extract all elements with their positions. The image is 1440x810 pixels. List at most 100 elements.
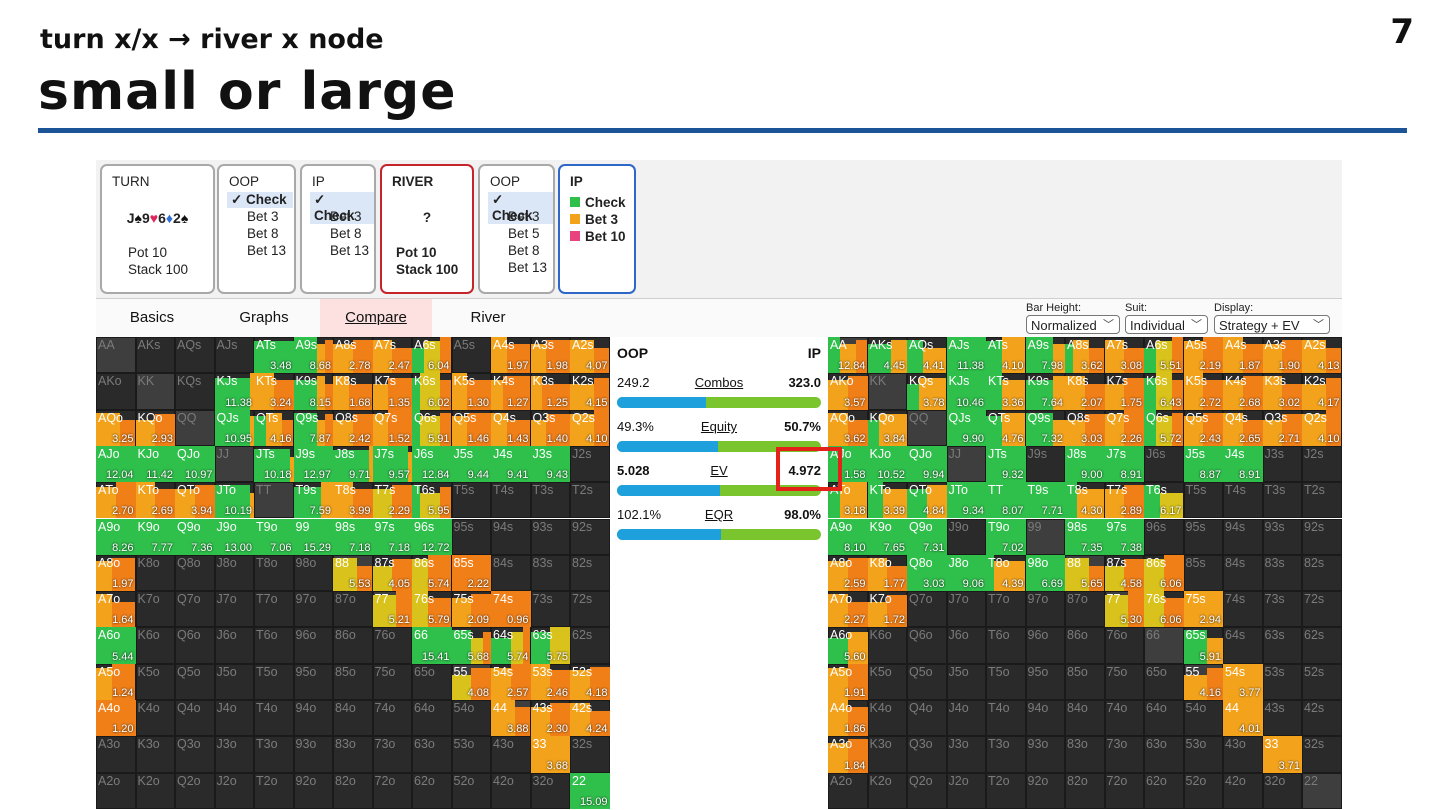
hand-cell[interactable]: K8o 1.77 — [867, 554, 907, 592]
hand-cell[interactable]: 65s 5.91 — [1183, 627, 1223, 664]
hand-cell[interactable]: 94s — [1223, 518, 1263, 555]
hand-cell[interactable]: AQs — [175, 337, 215, 374]
action-option[interactable]: Bet 13 — [247, 243, 287, 258]
hand-cell[interactable]: 32s — [570, 736, 610, 773]
hand-cell[interactable]: KK — [867, 373, 907, 410]
hand-cell[interactable]: T7o — [986, 591, 1026, 628]
hand-cell[interactable]: 76s 5.79 — [412, 591, 452, 628]
hand-cell[interactable]: 92s — [1302, 518, 1342, 555]
hand-cell[interactable]: 44 3.88 — [491, 700, 531, 737]
hand-cell[interactable]: K2o — [135, 772, 175, 809]
hand-cell[interactable]: Q6o — [175, 627, 215, 664]
hand-cell[interactable]: 93s — [1262, 518, 1302, 555]
hand-cell[interactable]: 62s — [1302, 627, 1342, 664]
hand-cell[interactable]: 72o — [1104, 772, 1144, 809]
hand-cell[interactable]: J9o 13.00 — [214, 518, 254, 555]
hand-cell[interactable]: QQ — [175, 409, 215, 446]
hand-cell[interactable]: 53s — [1262, 663, 1302, 700]
hand-cell[interactable]: JTo 9.34 — [946, 482, 986, 519]
hand-cell[interactable]: QJo 10.97 — [175, 445, 215, 483]
hand-cell[interactable]: AJs 11.38 — [946, 337, 986, 374]
legend-item[interactable]: Bet 3 — [570, 211, 618, 228]
hand-cell[interactable]: 42s 4.24 — [570, 700, 610, 737]
hand-cell[interactable]: J5o — [946, 663, 986, 700]
hand-cell[interactable]: KQs — [175, 373, 215, 410]
hand-cell[interactable]: Q7o — [175, 591, 215, 628]
hand-cell[interactable]: KTs 3.24 — [254, 373, 294, 410]
hand-cell[interactable]: Q7s 2.26 — [1104, 409, 1144, 446]
hand-cell[interactable]: K3o — [867, 736, 907, 773]
hand-cell[interactable]: J2s — [570, 445, 610, 483]
hand-cell[interactable]: 65s 5.68 — [451, 627, 491, 664]
hand-cell[interactable]: 95o — [1025, 663, 1065, 700]
hand-cell[interactable]: 73o — [1104, 736, 1144, 773]
hand-cell[interactable]: 93o — [1025, 736, 1065, 773]
hand-cell[interactable]: 85s — [1183, 554, 1223, 592]
hand-cell[interactable]: 52o — [451, 772, 491, 809]
hand-cell[interactable]: 83o — [333, 736, 373, 773]
hand-cell[interactable]: 75o — [1104, 663, 1144, 700]
hand-cell[interactable]: Q2s 4.10 — [1302, 409, 1342, 446]
hand-cell[interactable]: 82s — [1302, 554, 1342, 592]
hand-cell[interactable]: AKo 3.57 — [828, 373, 868, 410]
hand-cell[interactable]: J7o — [946, 591, 986, 628]
hand-cell[interactable]: 86s 5.74 — [412, 554, 452, 592]
action-option[interactable]: Bet 3 — [508, 209, 540, 224]
hand-cell[interactable]: 98o — [293, 554, 333, 592]
hand-cell[interactable]: 82s — [570, 554, 610, 592]
hand-cell[interactable]: AJs — [214, 337, 254, 374]
hand-cell[interactable]: 94o — [1025, 700, 1065, 737]
hand-cell[interactable]: A6o 5.44 — [96, 627, 136, 664]
hand-cell[interactable]: K2o — [867, 772, 907, 809]
hand-cell[interactable]: A2o — [96, 772, 136, 809]
hand-cell[interactable]: A3o 1.84 — [828, 736, 868, 773]
hand-cell[interactable]: 95s — [1183, 518, 1223, 555]
hand-cell[interactable]: T5o — [254, 663, 294, 700]
hand-cell[interactable]: A3o — [96, 736, 136, 773]
hand-cell[interactable]: Q9s 7.32 — [1025, 409, 1065, 446]
hand-cell[interactable]: K3o — [135, 736, 175, 773]
hand-cell[interactable]: 43s — [1262, 700, 1302, 737]
hand-cell[interactable]: A6o 5.60 — [828, 627, 868, 664]
hand-cell[interactable]: 53s 2.46 — [530, 663, 570, 700]
hand-cell[interactable]: A3s 1.98 — [530, 337, 570, 374]
hand-cell[interactable]: K7o 1.72 — [867, 591, 907, 628]
hand-cell[interactable]: T8o — [254, 554, 294, 592]
hand-cell[interactable]: T3o — [254, 736, 294, 773]
hand-cell[interactable]: 22 15.09 — [570, 772, 610, 809]
hand-cell[interactable]: 54s 3.77 — [1223, 663, 1263, 700]
hand-cell[interactable]: 83s — [1262, 554, 1302, 592]
hand-cell[interactable]: AKs — [135, 337, 175, 374]
hand-cell[interactable]: 64o — [1144, 700, 1184, 737]
hand-cell[interactable]: J5s 9.44 — [451, 445, 491, 483]
hand-cell[interactable]: A8o 2.59 — [828, 554, 868, 592]
hand-cell[interactable]: J2s — [1302, 445, 1342, 483]
hand-cell[interactable]: J5o — [214, 663, 254, 700]
hand-cell[interactable]: 86o — [1065, 627, 1105, 664]
hand-cell[interactable]: 32s — [1302, 736, 1342, 773]
hand-cell[interactable]: T4s — [491, 482, 531, 519]
hand-cell[interactable]: A2o — [828, 772, 868, 809]
hand-cell[interactable]: A6s 6.04 — [412, 337, 452, 374]
hand-cell[interactable]: Q3o — [175, 736, 215, 773]
hand-cell[interactable]: J3o — [946, 736, 986, 773]
hand-cell[interactable]: K6o — [135, 627, 175, 664]
hand-cell[interactable]: KJs 11.38 — [214, 373, 254, 410]
hand-cell[interactable]: A4o 1.86 — [828, 700, 868, 737]
hand-cell[interactable]: Q8s 2.42 — [333, 409, 373, 446]
hand-cell[interactable]: KTo 2.69 — [135, 482, 175, 519]
hand-cell[interactable]: 96o — [293, 627, 333, 664]
hand-cell[interactable]: 64o — [412, 700, 452, 737]
hand-cell[interactable]: J8o 9.06 — [946, 554, 986, 592]
tab-compare[interactable]: Compare — [320, 299, 432, 337]
hand-cell[interactable]: 87s 4.58 — [1104, 554, 1144, 592]
hand-cell[interactable]: 84s — [1223, 554, 1263, 592]
hand-cell[interactable]: T9o 7.02 — [986, 518, 1026, 555]
hand-cell[interactable]: 98s 7.35 — [1065, 518, 1105, 555]
hand-cell[interactable]: K5o — [135, 663, 175, 700]
hand-cell[interactable]: 83o — [1065, 736, 1105, 773]
hand-cell[interactable]: J4o — [946, 700, 986, 737]
hand-cell[interactable]: 44 4.01 — [1223, 700, 1263, 737]
hand-cell[interactable]: 84s — [491, 554, 531, 592]
tab-river[interactable]: River — [470, 309, 506, 326]
